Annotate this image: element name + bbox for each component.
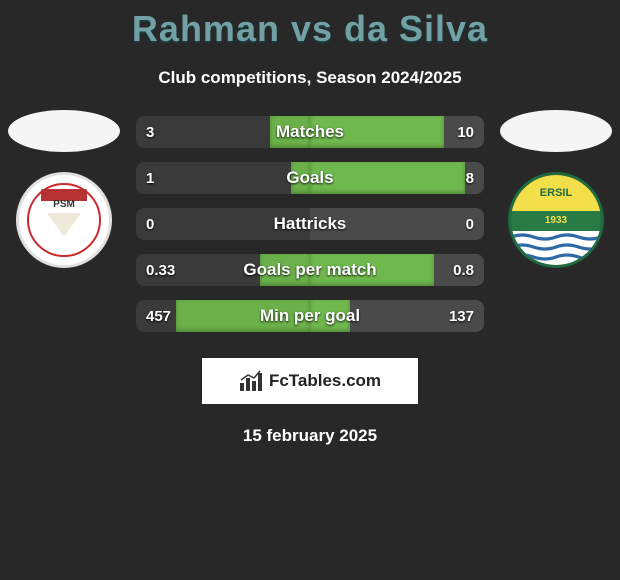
player-left-column [4,116,124,268]
date-text: 15 february 2025 [0,426,620,446]
page-title: Rahman vs da Silva [0,0,620,50]
club-right-year: 1933 [511,211,601,231]
stat-bar: 18Goals [136,162,484,194]
branding-text: FcTables.com [269,371,381,391]
player-right-column: ERSIL 1933 [496,116,616,268]
avatar-left-placeholder [8,110,120,152]
chart-bars-icon [239,370,265,392]
club-badge-left [16,172,112,268]
stat-bar: 0.330.8Goals per match [136,254,484,286]
subtitle: Club competitions, Season 2024/2025 [0,68,620,88]
comparison-row: 310Matches 18Goals 00Hattricks 0.330.8Goals… [0,116,620,346]
stat-bar: 310Matches [136,116,484,148]
stat-bar: 457137Min per goal [136,300,484,332]
avatar-right-placeholder [500,110,612,152]
branding-box: FcTables.com [202,358,418,404]
club-badge-right: ERSIL 1933 [508,172,604,268]
stat-bar: 00Hattricks [136,208,484,240]
club-right-title: ERSIL [511,175,601,211]
stats-bars: 310Matches 18Goals 00Hattricks 0.330.8Goals… [124,116,496,346]
